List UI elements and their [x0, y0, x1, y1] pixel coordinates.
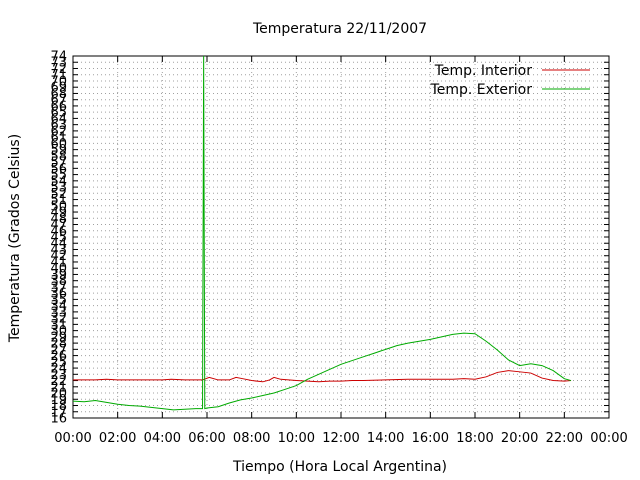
- y-axis-label: Temperatura (Grados Celsius): [7, 134, 23, 343]
- y-tick-label: 70: [50, 74, 67, 89]
- legend-label-interior: Temp. Interior: [434, 63, 533, 79]
- y-tick-label: 50: [50, 199, 67, 214]
- y-tick-label: 16: [50, 412, 67, 427]
- legend: Temp. Interior Temp. Exterior: [430, 63, 590, 98]
- y-tick-label: 37: [50, 280, 67, 295]
- y-tick-label: 49: [50, 206, 67, 221]
- y-tick-label: 73: [50, 56, 67, 71]
- y-tick-label: 36: [50, 287, 67, 302]
- series-line-exterior: [72, 55, 572, 411]
- x-tick-label: 10:00: [278, 431, 315, 446]
- x-tick-label: 16:00: [412, 431, 449, 446]
- y-tick-label: 17: [50, 405, 67, 420]
- y-tick-label: 55: [50, 168, 67, 183]
- y-tick-label: 26: [50, 349, 67, 364]
- x-tick-label: 08:00: [233, 431, 270, 446]
- y-tick-label: 43: [50, 243, 67, 258]
- y-tick-label: 20: [50, 387, 67, 402]
- chart-title: Temperatura 22/11/2007: [252, 21, 427, 37]
- y-tick-label: 35: [50, 293, 67, 308]
- legend-label-exterior: Temp. Exterior: [430, 82, 533, 98]
- y-tick-label: 54: [50, 174, 67, 189]
- x-axis-label: Tiempo (Hora Local Argentina): [232, 459, 447, 475]
- x-tick-label: 20:00: [501, 431, 538, 446]
- y-tick-label: 39: [50, 268, 67, 283]
- y-tick-label: 30: [50, 324, 67, 339]
- series-line-interior: [73, 370, 572, 383]
- y-tick-label: 45: [50, 231, 67, 246]
- y-tick-label: 69: [50, 81, 67, 96]
- y-tick-label: 66: [50, 99, 67, 114]
- y-tick-label: 19: [50, 393, 67, 408]
- y-tick-label: 51: [50, 193, 67, 208]
- y-tick-label: 18: [50, 399, 67, 414]
- x-tick-label: 00:00: [54, 431, 91, 446]
- y-tick-label: 28: [50, 337, 67, 352]
- y-axis-tick-labels: 1617181920212223242526272829303132333435…: [50, 50, 67, 427]
- x-tick-label: 00:00: [590, 431, 627, 446]
- y-tick-label: 59: [50, 143, 67, 158]
- y-tick-label: 64: [50, 112, 67, 127]
- y-tick-label: 74: [50, 50, 67, 65]
- y-tick-label: 32: [50, 312, 67, 327]
- y-tick-label: 24: [50, 362, 67, 377]
- y-tick-label: 42: [50, 249, 67, 264]
- y-tick-label: 22: [50, 374, 67, 389]
- y-tick-label: 47: [50, 218, 67, 233]
- series-lines: [72, 55, 572, 411]
- y-tick-label: 52: [50, 187, 67, 202]
- y-tick-label: 48: [50, 212, 67, 227]
- y-tick-label: 31: [50, 318, 67, 333]
- x-tick-label: 06:00: [188, 431, 225, 446]
- y-tick-label: 34: [50, 299, 67, 314]
- y-tick-label: 62: [50, 124, 67, 139]
- y-tick-label: 33: [50, 305, 67, 320]
- y-tick-label: 60: [50, 137, 67, 152]
- y-tick-label: 38: [50, 274, 67, 289]
- y-tick-label: 25: [50, 355, 67, 370]
- y-tick-label: 53: [50, 181, 67, 196]
- x-tick-label: 14:00: [367, 431, 404, 446]
- grid: [73, 56, 609, 418]
- y-tick-label: 63: [50, 118, 67, 133]
- x-tick-label: 22:00: [546, 431, 583, 446]
- y-tick-label: 58: [50, 149, 67, 164]
- y-tick-label: 29: [50, 330, 67, 345]
- y-tick-label: 71: [50, 68, 67, 83]
- x-tick-label: 02:00: [99, 431, 136, 446]
- x-tick-label: 18:00: [456, 431, 493, 446]
- y-tick-label: 61: [50, 131, 67, 146]
- x-axis-tick-labels: 00:00 02:00 04:00 06:00 08:00 10:00 12:00 14:00…: [54, 431, 627, 446]
- y-tick-label: 68: [50, 87, 67, 102]
- y-tick-label: 56: [50, 162, 67, 177]
- y-tick-label: 46: [50, 224, 67, 239]
- y-tick-label: 67: [50, 93, 67, 108]
- y-tick-label: 65: [50, 106, 67, 121]
- y-tick-label: 27: [50, 343, 67, 358]
- axis-ticks: [72, 55, 610, 419]
- y-tick-label: 40: [50, 262, 67, 277]
- x-tick-label: 12:00: [322, 431, 359, 446]
- y-tick-label: 21: [50, 380, 67, 395]
- y-tick-label: 57: [50, 156, 67, 171]
- x-tick-label: 04:00: [144, 431, 181, 446]
- y-tick-label: 23: [50, 368, 67, 383]
- y-tick-label: 44: [50, 237, 67, 252]
- y-tick-label: 41: [50, 255, 67, 270]
- y-tick-label: 72: [50, 62, 67, 77]
